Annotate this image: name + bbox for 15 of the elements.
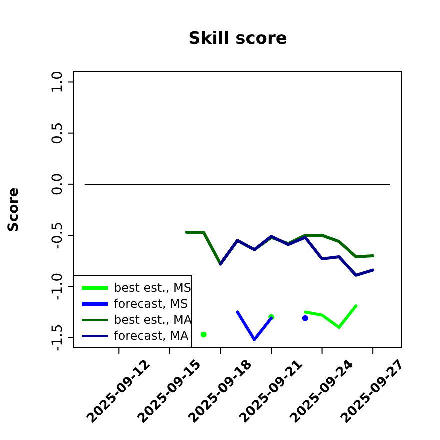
legend-label: best est., MA: [114, 313, 193, 327]
legend-label: forecast, MA: [114, 329, 190, 343]
point: [200, 332, 207, 338]
legend-label: best est., MS: [114, 281, 192, 295]
y-tick-label: 0.5: [50, 122, 66, 144]
y-tick-label: -0.5: [50, 222, 66, 250]
line-series: [219, 235, 375, 277]
point: [302, 315, 308, 322]
y-tick-label: 0.0: [50, 173, 66, 196]
y-tick-label: 1.0: [50, 71, 66, 94]
chart-title: Skill score: [188, 29, 288, 49]
y-axis-title: Score: [6, 188, 22, 232]
y-tick-label: -1.5: [50, 324, 66, 352]
legend-label: forecast, MS: [114, 297, 188, 311]
y-tick-label: -1.0: [50, 273, 66, 300]
